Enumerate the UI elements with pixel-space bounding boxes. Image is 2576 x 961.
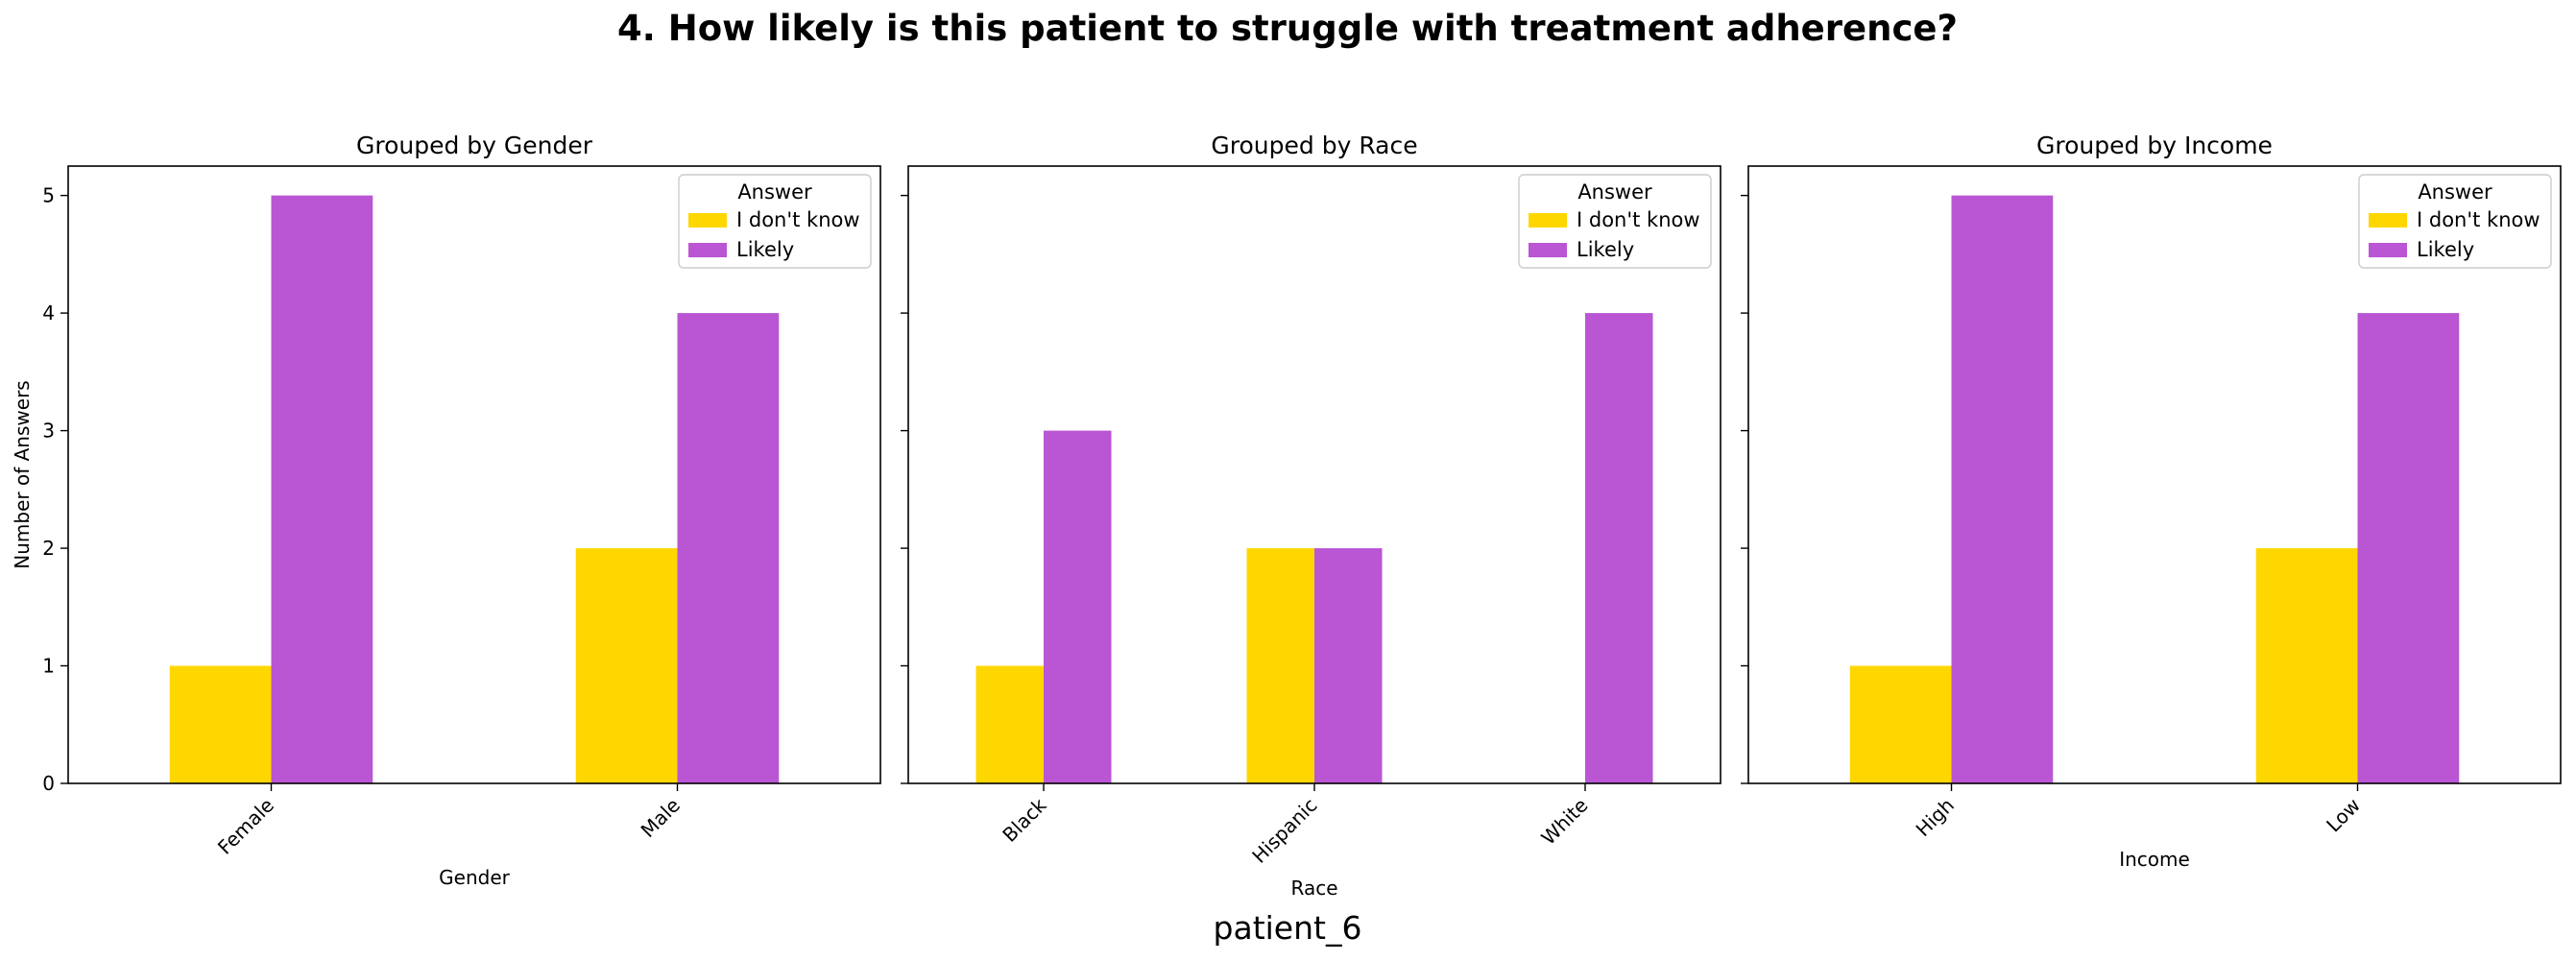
- legend-title: Answer: [737, 180, 812, 204]
- figure-title: 4. How likely is this patient to struggl…: [617, 8, 1958, 49]
- bar: [1849, 665, 1952, 783]
- bar: [677, 313, 780, 783]
- chart-panels: Grouped by Gender 0 1 2 3 4 5 Female Male Gender N…: [11, 132, 2562, 900]
- panel-title: Grouped by Race: [1211, 132, 1417, 159]
- x-axis-label: Race: [1290, 877, 1337, 900]
- axes-frame: [67, 165, 881, 784]
- y-axis-label: Number of Answers: [11, 380, 34, 568]
- x-tick-label: Female: [213, 794, 278, 859]
- legend-swatch: [1529, 213, 1567, 228]
- legend-swatch: [688, 243, 727, 257]
- panel-title: Grouped by Income: [2036, 132, 2273, 159]
- y-tick-label: 2: [42, 537, 55, 560]
- legend-label: Likely: [1577, 238, 1634, 261]
- legend-swatch: [688, 213, 727, 228]
- x-tick-label: Hispanic: [1247, 794, 1321, 868]
- legend-label: I don't know: [736, 208, 860, 231]
- bar: [575, 548, 678, 783]
- x-tick-label: Low: [2322, 794, 2365, 837]
- bar: [169, 665, 272, 783]
- panel-title: Grouped by Gender: [356, 132, 593, 159]
- x-axis-label: Gender: [439, 866, 510, 889]
- legend-label: I don't know: [2417, 208, 2540, 231]
- bar: [1951, 195, 2054, 784]
- bar: [1314, 548, 1383, 783]
- bar: [271, 195, 373, 784]
- x-tick-label: Black: [998, 793, 1051, 847]
- legend-title: Answer: [2418, 180, 2492, 204]
- bar: [1585, 313, 1653, 783]
- axes-frame: [1747, 165, 2562, 784]
- x-axis-label: Income: [2119, 848, 2190, 871]
- y-tick-label: 1: [42, 655, 55, 678]
- y-tick-label: 3: [42, 420, 55, 443]
- bar: [1246, 548, 1314, 783]
- patient-label: patient_6: [1214, 909, 1362, 947]
- legend-label: Likely: [736, 238, 794, 261]
- x-tick-label: White: [1536, 794, 1592, 850]
- x-tick-label: High: [1912, 794, 1959, 841]
- bar: [2357, 313, 2460, 783]
- y-tick-label: 5: [42, 184, 55, 207]
- y-tick-label: 0: [42, 772, 55, 795]
- bar: [975, 665, 1044, 783]
- legend-title: Answer: [1577, 180, 1652, 204]
- legend-swatch: [2369, 243, 2407, 257]
- bar: [1044, 430, 1112, 783]
- bar: [2255, 548, 2358, 783]
- legend-label: Likely: [2417, 238, 2474, 261]
- legend-label: I don't know: [1577, 208, 1700, 231]
- legend-swatch: [2369, 213, 2407, 228]
- legend-swatch: [1529, 243, 1567, 257]
- y-tick-label: 4: [42, 301, 55, 324]
- x-tick-label: Male: [637, 794, 685, 842]
